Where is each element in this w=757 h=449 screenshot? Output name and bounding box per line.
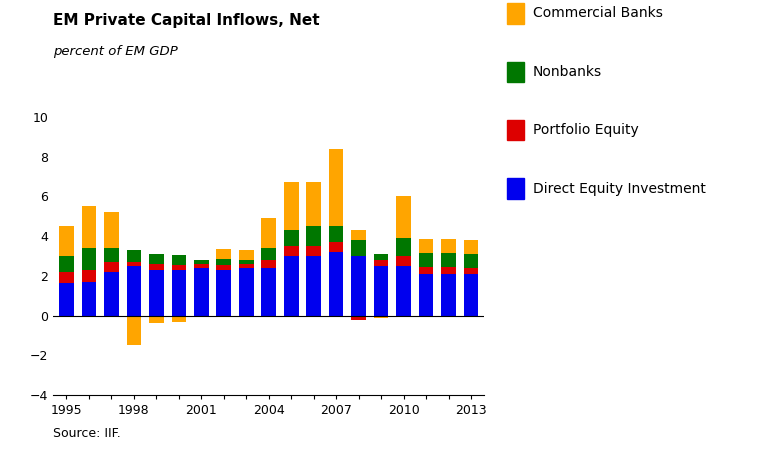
Bar <box>464 274 478 316</box>
Bar <box>261 248 276 260</box>
Bar <box>351 256 366 316</box>
Bar <box>217 259 231 265</box>
Bar <box>217 270 231 316</box>
Bar <box>419 274 433 316</box>
Text: Commercial Banks: Commercial Banks <box>533 6 663 21</box>
Bar <box>239 264 254 268</box>
Bar <box>261 218 276 248</box>
Bar <box>329 226 344 242</box>
Text: percent of EM GDP: percent of EM GDP <box>53 45 178 58</box>
Bar <box>126 266 142 316</box>
Bar <box>351 230 366 240</box>
Bar <box>284 256 298 316</box>
Bar <box>307 246 321 256</box>
Bar <box>261 268 276 316</box>
Bar <box>307 256 321 316</box>
Bar <box>172 255 186 265</box>
Bar <box>172 316 186 321</box>
Bar <box>284 182 298 230</box>
Bar <box>441 253 456 267</box>
Bar <box>217 249 231 259</box>
Bar <box>396 266 411 316</box>
Bar <box>261 260 276 268</box>
Bar <box>464 268 478 274</box>
Bar <box>351 240 366 256</box>
Bar <box>329 149 344 226</box>
Bar <box>149 270 164 316</box>
Text: Source: IIF.: Source: IIF. <box>53 427 120 440</box>
Bar <box>239 250 254 260</box>
Bar <box>126 262 142 266</box>
Bar <box>126 250 142 262</box>
Bar <box>441 267 456 274</box>
Bar <box>149 254 164 264</box>
Text: Portfolio Equity: Portfolio Equity <box>533 123 639 137</box>
Bar <box>374 260 388 266</box>
Bar <box>104 212 119 248</box>
Bar <box>126 316 142 345</box>
Bar <box>419 253 433 267</box>
Bar <box>396 256 411 266</box>
Bar <box>82 206 96 248</box>
Bar <box>374 254 388 260</box>
Bar <box>464 254 478 268</box>
Bar <box>374 316 388 317</box>
Bar <box>59 272 73 283</box>
Bar <box>396 238 411 256</box>
Bar <box>104 248 119 262</box>
Bar <box>419 267 433 274</box>
Bar <box>59 256 73 272</box>
Bar <box>104 272 119 316</box>
Bar <box>194 260 209 264</box>
Text: Direct Equity Investment: Direct Equity Investment <box>533 181 706 196</box>
Bar <box>351 316 366 320</box>
Bar <box>239 260 254 264</box>
Bar <box>329 242 344 252</box>
Bar <box>307 182 321 226</box>
Bar <box>284 246 298 256</box>
Bar <box>172 265 186 270</box>
Bar <box>329 252 344 316</box>
Text: EM Private Capital Inflows, Net: EM Private Capital Inflows, Net <box>53 13 319 28</box>
Bar <box>59 283 73 316</box>
Bar <box>374 266 388 316</box>
Bar <box>239 268 254 316</box>
Bar <box>59 226 73 256</box>
Bar <box>194 268 209 316</box>
Bar <box>307 226 321 246</box>
Text: Nonbanks: Nonbanks <box>533 65 602 79</box>
Bar <box>82 270 96 282</box>
Bar <box>149 264 164 270</box>
Bar <box>284 230 298 246</box>
Bar <box>194 264 209 268</box>
Bar <box>82 282 96 316</box>
Bar <box>441 274 456 316</box>
Bar <box>149 316 164 322</box>
Bar <box>104 262 119 272</box>
Bar <box>396 196 411 238</box>
Bar <box>172 270 186 316</box>
Bar <box>441 239 456 253</box>
Bar <box>82 248 96 270</box>
Bar <box>419 239 433 253</box>
Bar <box>464 240 478 254</box>
Bar <box>217 265 231 270</box>
